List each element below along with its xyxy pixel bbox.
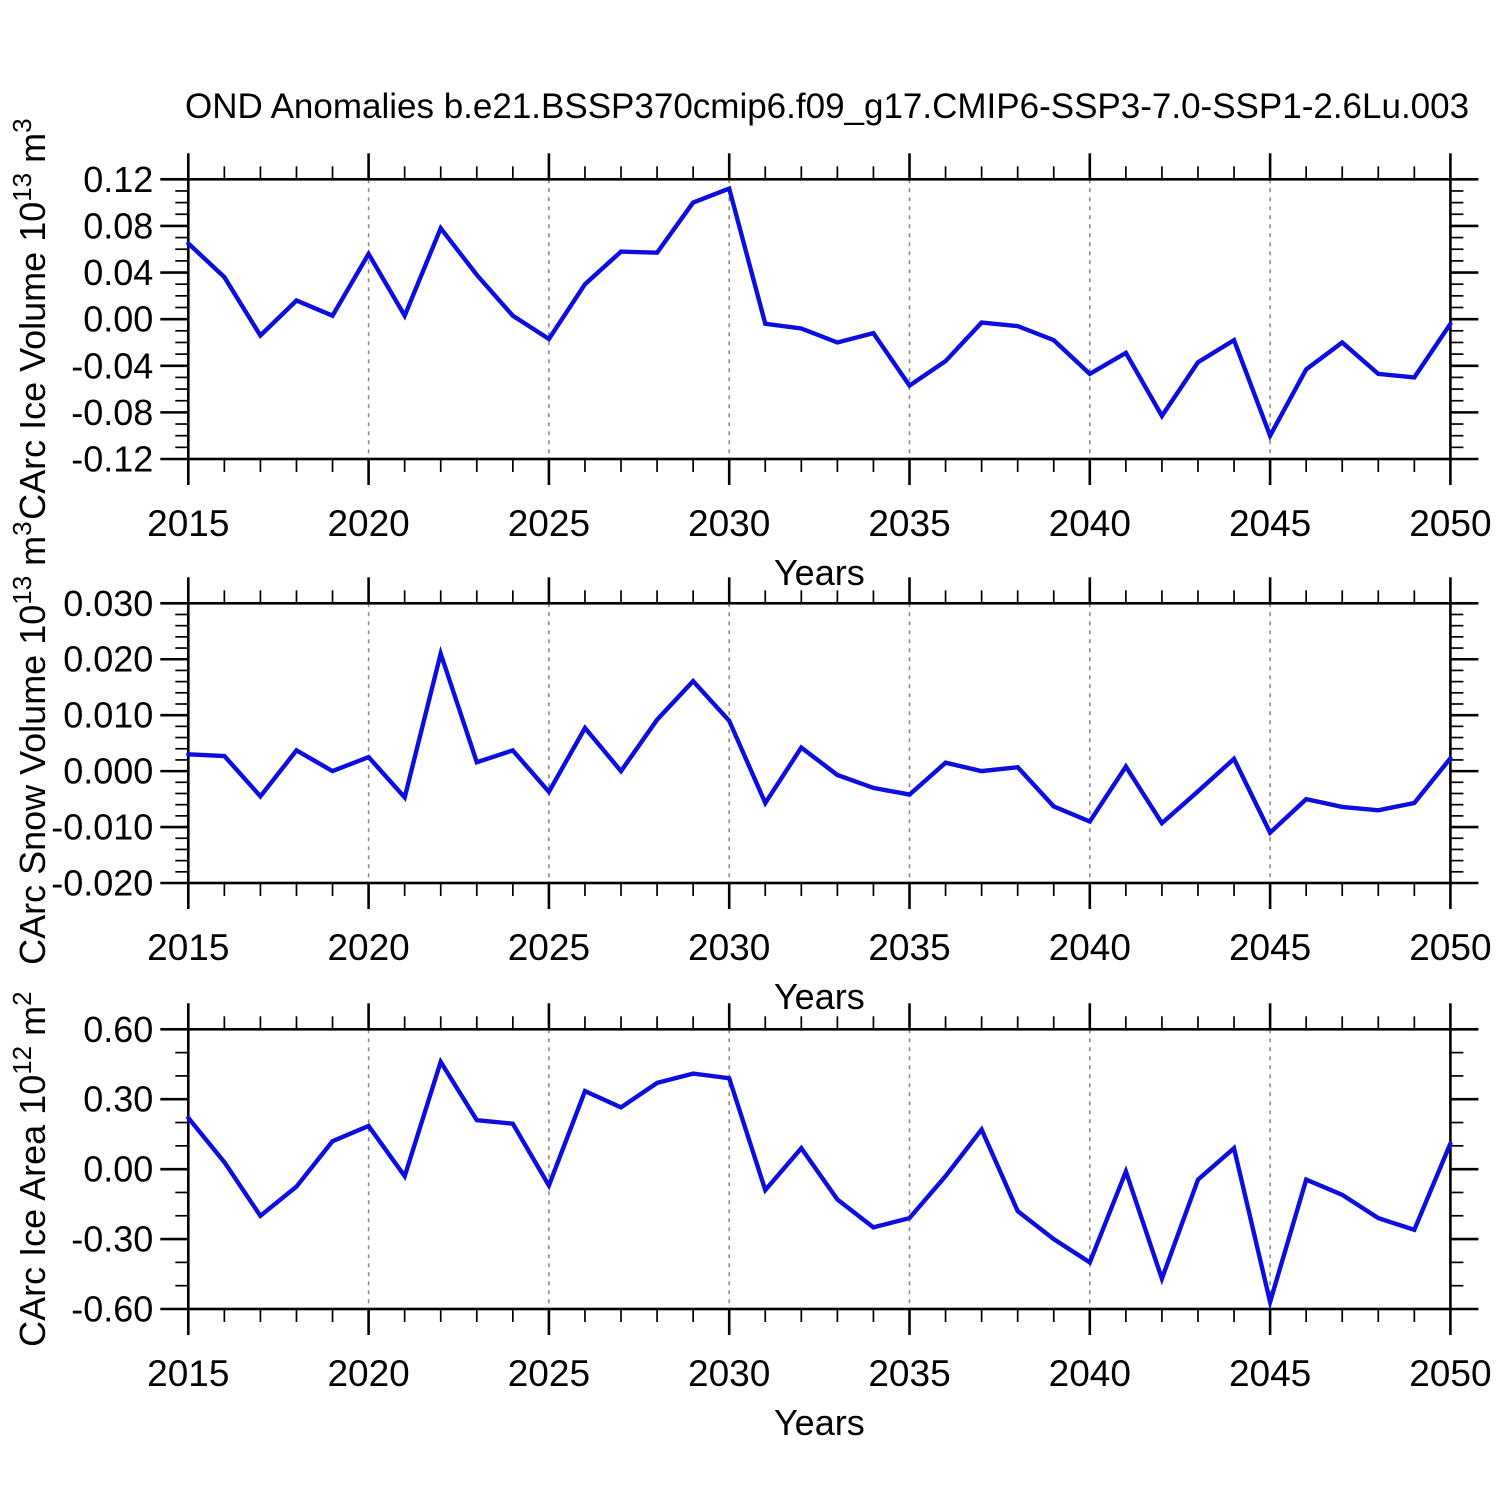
y-axis-title: CArc Snow Volume 1013 m3 [7,521,53,965]
x-tick-label: 2025 [508,927,590,968]
x-tick-label: 2050 [1409,1353,1491,1394]
series-carc-ice-area [186,1056,1453,1311]
y-tick-label: -0.60 [71,1289,153,1330]
y-tick-label: -0.30 [71,1219,153,1260]
x-tick-label: 2035 [868,1353,950,1394]
y-tick-label: 0.030 [63,583,153,624]
x-tick-label: 2035 [868,927,950,968]
x-tick-label: 2040 [1049,503,1131,544]
y-tick-label: 0.12 [83,159,153,200]
x-tick-label: 2020 [327,503,409,544]
x-tick-label: 2045 [1229,503,1311,544]
x-tick-label: 2045 [1229,927,1311,968]
x-axis-title: Years [774,976,865,1017]
y-axis-title: CArc Ice Area 1012 m2 [7,991,53,1347]
y-tick-label: -0.020 [51,863,153,904]
x-tick-label: 2020 [327,1353,409,1394]
x-tick-label: 2030 [688,1353,770,1394]
y-tick-label: 0.08 [83,205,153,246]
y-axis-title: CArc Ice Volume 1013 m3 [7,118,53,520]
x-tick-label: 2020 [327,927,409,968]
x-tick-label: 2015 [147,1353,229,1394]
x-tick-label: 2045 [1229,1353,1311,1394]
panel-frame [187,601,1452,885]
y-tick-label: 0.020 [63,639,153,680]
y-tick-label: 0.00 [83,1149,153,1190]
x-tick-label: 2040 [1049,1353,1131,1394]
panel-carc-ice-area: 0.60 0.30 0.00 -0.30 -0.60 2015 2020 2025 2030 20… [7,991,1492,1443]
y-tick-label: 0.010 [63,695,153,736]
chart-title: OND Anomalies b.e21.BSSP370cmip6.f09_g17… [185,87,1469,126]
series-carc-snow-volume [186,645,1453,837]
panel-carc-ice-volume: 0.12 0.08 0.04 0.00 -0.04 -0.08 -0.12 2015 2020 2… [7,118,1492,593]
y-tick-label: -0.010 [51,807,153,848]
chart-panels: 0.12 0.08 0.04 0.00 -0.04 -0.08 -0.12 2015 2020 2… [7,118,1492,1443]
x-tick-label: 2015 [147,503,229,544]
x-tick-label: 2050 [1409,927,1491,968]
panel-carc-snow-volume: 0.030 0.020 0.010 0.000 -0.010 -0.020 2015 2020… [7,521,1492,1017]
x-tick-label: 2040 [1049,927,1131,968]
y-tick-label: 0.00 [83,299,153,340]
x-axis-title: Years [774,552,865,593]
y-tick-label: -0.12 [71,439,153,480]
x-tick-label: 2035 [868,503,950,544]
y-tick-label: 0.30 [83,1079,153,1120]
series-carc-ice-volume [186,185,1453,441]
x-axis-title: Years [774,1402,865,1443]
x-tick-label: 2025 [508,1353,590,1394]
y-tick-label: -0.04 [71,345,153,386]
y-tick-label: 0.000 [63,751,153,792]
y-tick-label: 0.60 [83,1009,153,1050]
x-tick-label: 2015 [147,927,229,968]
x-tick-label: 2050 [1409,503,1491,544]
x-tick-label: 2030 [688,927,770,968]
x-tick-label: 2025 [508,503,590,544]
y-tick-label: 0.04 [83,252,153,293]
x-tick-label: 2030 [688,503,770,544]
y-tick-label: -0.08 [71,392,153,433]
